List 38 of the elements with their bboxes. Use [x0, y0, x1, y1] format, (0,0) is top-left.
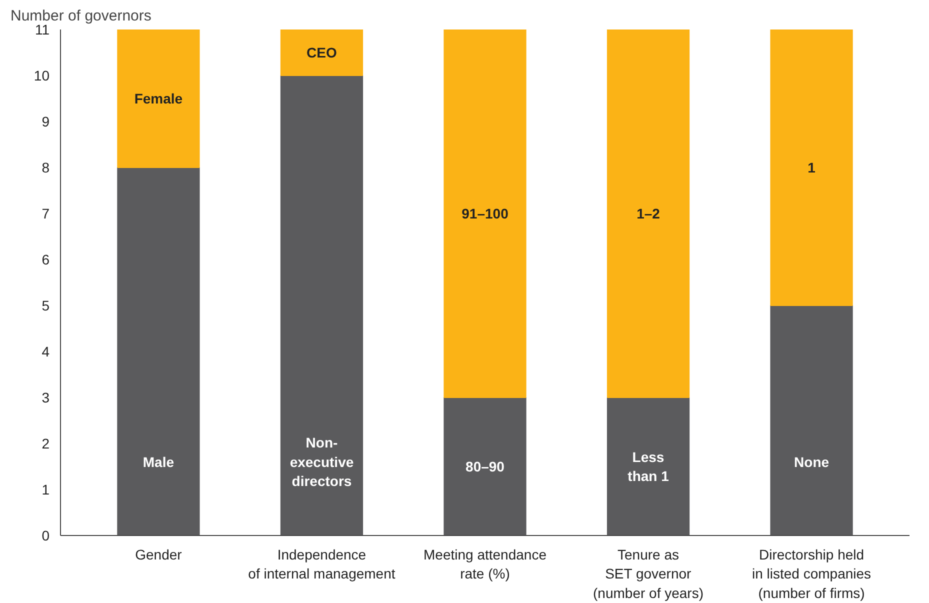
annotation: Female — [134, 90, 183, 106]
annotation: Male — [142, 454, 174, 470]
y-tick-label: 11 — [34, 22, 50, 38]
annotation: None — [794, 454, 830, 470]
annotation: 1 — [808, 160, 816, 176]
bar — [280, 75, 364, 536]
y-tick-label: 9 — [42, 114, 50, 130]
annotation: 1–2 — [636, 206, 660, 222]
bar — [444, 397, 526, 536]
y-tick-label: 7 — [42, 206, 50, 222]
y-tick-label: 3 — [42, 390, 50, 406]
x-tick-label: Gender — [135, 546, 182, 562]
annotation: Non- executive directors — [290, 434, 354, 490]
bar — [117, 30, 200, 168]
y-tick-label: 8 — [42, 160, 50, 176]
bar — [444, 30, 526, 398]
y-tick-label: 5 — [42, 298, 50, 314]
bar — [280, 30, 364, 76]
bar — [770, 30, 853, 306]
y-tick-label: 6 — [42, 252, 50, 268]
annotation: CEO — [306, 44, 338, 60]
x-tick-label: Independence of internal management — [248, 546, 396, 582]
y-axis-title: Number of governors — [10, 8, 152, 24]
bar — [117, 167, 200, 536]
y-tick-label: 4 — [42, 344, 50, 360]
bar — [606, 30, 690, 398]
x-tick-label: Tenure as SET governor (number of years) — [593, 546, 704, 601]
annotation: 80–90 — [466, 458, 505, 474]
x-tick-label: Meeting attendance rate (%) — [424, 546, 547, 582]
y-tick-label: 0 — [42, 528, 50, 544]
annotation: Less than 1 — [628, 448, 670, 484]
y-tick-label: 1 — [42, 482, 50, 498]
bar — [770, 305, 853, 536]
y-tick-label: 10 — [34, 68, 50, 84]
annotation: 91–100 — [462, 206, 509, 222]
y-tick-label: 2 — [42, 436, 50, 452]
bar — [606, 397, 690, 536]
x-tick-label: Directorship held in listed companies (number of firms) — [752, 546, 872, 601]
